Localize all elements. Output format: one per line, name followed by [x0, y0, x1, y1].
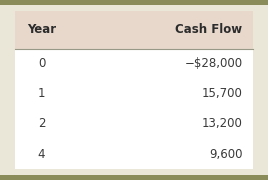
- Text: 1: 1: [38, 87, 45, 100]
- Text: 0: 0: [38, 57, 45, 70]
- Text: 13,200: 13,200: [202, 118, 243, 130]
- Text: −$28,000: −$28,000: [184, 57, 243, 70]
- Text: Year: Year: [27, 23, 56, 36]
- Text: Cash Flow: Cash Flow: [176, 23, 243, 36]
- Text: 4: 4: [38, 148, 45, 161]
- Bar: [0, 175, 268, 180]
- Text: 9,600: 9,600: [209, 148, 243, 161]
- Bar: [15, 49, 253, 169]
- Bar: [15, 11, 253, 49]
- Text: 15,700: 15,700: [202, 87, 243, 100]
- Bar: [0, 0, 268, 5]
- Text: 2: 2: [38, 118, 45, 130]
